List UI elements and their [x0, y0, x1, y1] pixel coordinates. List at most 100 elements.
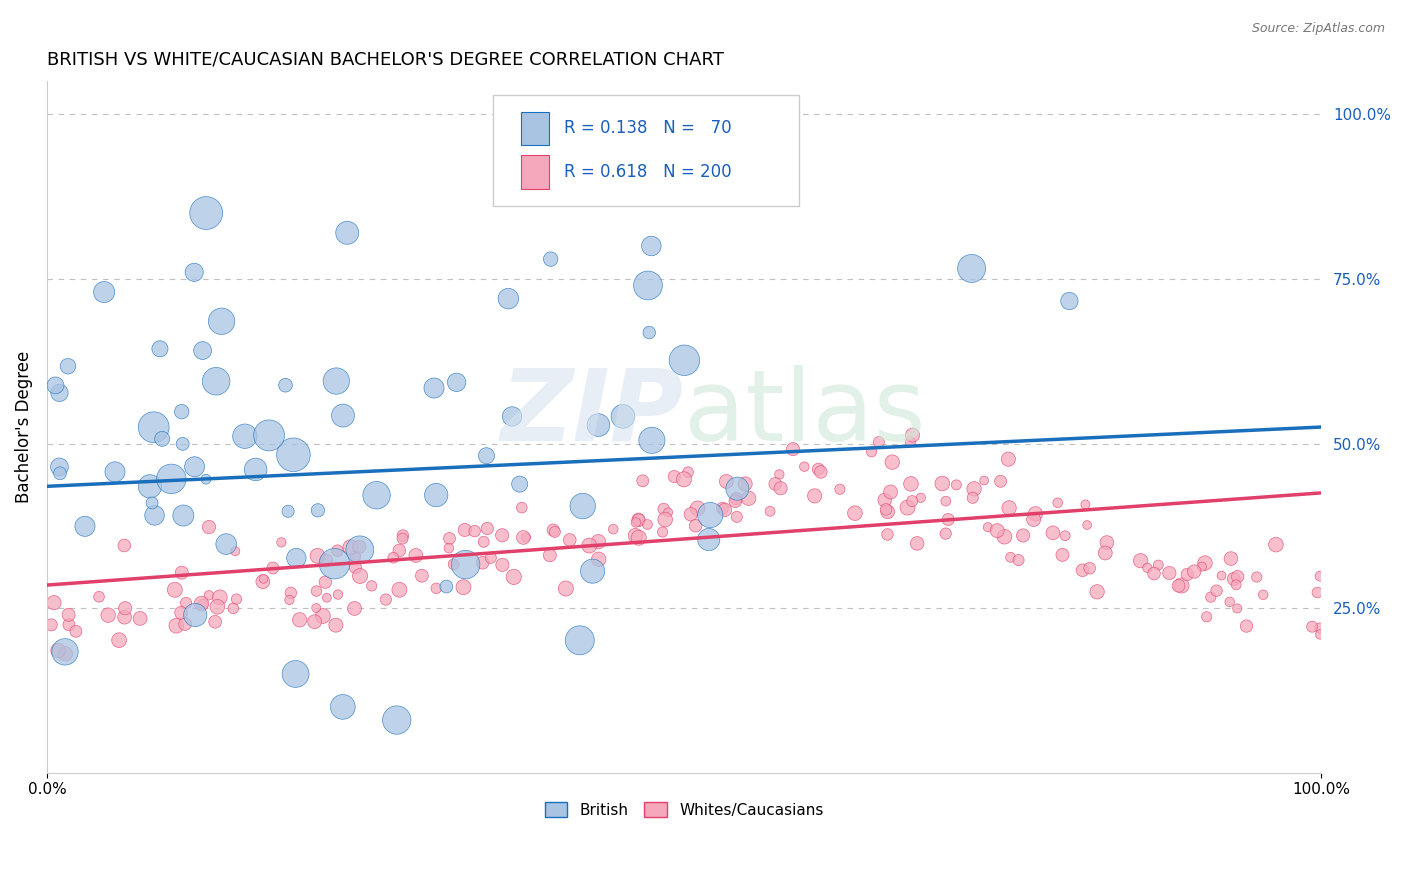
Point [73, 519, 96, 533]
Point [1306, 585, 1329, 599]
Point [170, 606, 193, 620]
Point [165, 618, 187, 632]
Point [1012, 528, 1035, 542]
Point [1309, 569, 1331, 583]
Point [734, 476, 756, 491]
Point [501, 409, 523, 424]
Point [759, 504, 782, 518]
Point [339, 541, 361, 555]
Point [1094, 546, 1116, 560]
Text: R = 0.138   N =   70: R = 0.138 N = 70 [564, 120, 733, 137]
Point [305, 601, 328, 615]
Point [1219, 551, 1241, 566]
Point [538, 549, 561, 563]
Point [233, 429, 256, 443]
Point [627, 513, 650, 527]
Point [315, 591, 337, 605]
Point [453, 580, 475, 594]
Point [491, 558, 513, 572]
Point [627, 513, 650, 527]
Point [1236, 619, 1258, 633]
Point [986, 524, 1008, 538]
Point [1191, 559, 1213, 574]
Point [278, 593, 301, 607]
Point [211, 314, 233, 328]
Point [1222, 572, 1244, 586]
Point [190, 597, 212, 611]
Point [307, 503, 329, 517]
Point [65, 624, 87, 639]
Point [114, 610, 136, 624]
Text: R = 0.618   N = 200: R = 0.618 N = 200 [564, 163, 733, 181]
Point [686, 501, 709, 516]
Point [87, 590, 110, 604]
Point [1095, 535, 1118, 549]
Point [873, 493, 896, 508]
Point [225, 592, 247, 607]
Point [446, 376, 468, 390]
Point [170, 566, 193, 580]
Point [540, 252, 562, 267]
Point [502, 570, 524, 584]
Point [472, 534, 495, 549]
Point [1022, 512, 1045, 526]
Point [388, 543, 411, 558]
Point [993, 530, 1015, 544]
Point [425, 488, 447, 502]
Point [1136, 561, 1159, 575]
Point [498, 292, 520, 306]
Point [875, 502, 897, 516]
Point [129, 611, 152, 625]
Point [807, 462, 830, 476]
Point [679, 508, 702, 522]
Point [332, 699, 354, 714]
Legend: British, Whites/Caucasians: British, Whites/Caucasians [538, 796, 830, 824]
Point [491, 528, 513, 542]
Point [183, 265, 205, 279]
Point [1129, 554, 1152, 568]
Point [439, 532, 461, 546]
Point [207, 599, 229, 614]
Point [664, 469, 686, 483]
Point [711, 501, 734, 516]
Point [554, 582, 576, 596]
Point [285, 551, 308, 566]
Point [198, 588, 221, 602]
Point [636, 517, 658, 532]
Point [763, 476, 786, 491]
Point [425, 582, 447, 596]
Point [651, 524, 673, 539]
Point [1175, 567, 1198, 582]
Point [391, 532, 413, 546]
Point [1071, 563, 1094, 577]
Point [471, 556, 494, 570]
Point [1309, 627, 1331, 641]
Point [977, 520, 1000, 534]
Point [58, 607, 80, 622]
Point [479, 550, 502, 565]
Point [882, 455, 904, 469]
Point [374, 592, 396, 607]
Point [1042, 525, 1064, 540]
Point [990, 475, 1012, 489]
Point [716, 475, 738, 489]
Point [191, 343, 214, 358]
Point [1170, 578, 1192, 592]
Point [637, 278, 659, 293]
Point [245, 462, 267, 476]
Point [738, 491, 761, 506]
Point [652, 502, 675, 516]
Point [56, 359, 79, 374]
Point [725, 491, 748, 506]
Point [388, 582, 411, 597]
Point [257, 428, 280, 442]
Point [768, 467, 790, 482]
Point [332, 409, 354, 423]
Point [685, 518, 707, 533]
Point [876, 505, 898, 519]
Point [1007, 553, 1029, 567]
Point [512, 531, 534, 545]
Point [325, 374, 347, 388]
Point [195, 472, 218, 486]
Point [39, 618, 62, 632]
